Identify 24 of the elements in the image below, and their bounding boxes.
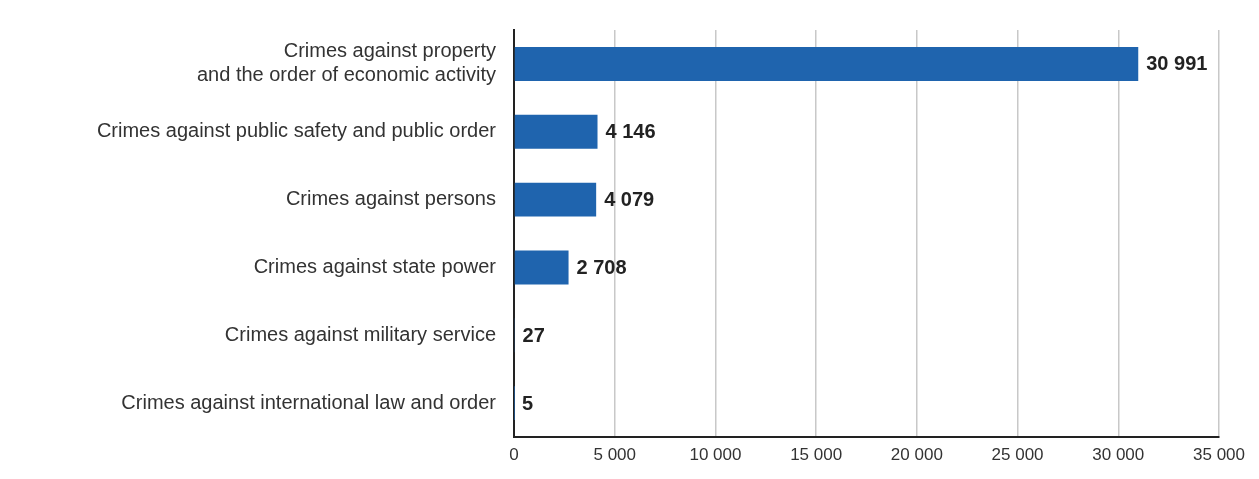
- x-tick-label: 20 000: [890, 444, 943, 464]
- bar: [514, 182, 597, 217]
- bar: [514, 114, 598, 149]
- data-label: 30 991: [1146, 52, 1208, 75]
- bar: [514, 46, 1139, 81]
- data-label: 5: [522, 391, 534, 414]
- data-label: 2 708: [576, 255, 627, 278]
- x-tick-label: 5 000: [593, 444, 636, 464]
- data-label: 4 079: [604, 188, 655, 211]
- data-label: 4 146: [605, 120, 656, 143]
- y-tick-label: Crimes against persons: [285, 187, 496, 210]
- x-tick-label: 35 000: [1193, 444, 1245, 464]
- data-label: 27: [522, 323, 545, 346]
- x-tick-label: 30 000: [1092, 444, 1145, 464]
- x-tick-label: 0: [509, 444, 519, 464]
- x-tick-label: 10 000: [689, 444, 742, 464]
- y-tick-label: Crimes against property and the order of economic activity: [196, 39, 496, 86]
- bar: [514, 250, 569, 285]
- x-tick-label: 25 000: [991, 444, 1044, 464]
- y-tick-label: Crimes against state power: [253, 254, 497, 277]
- y-tick-label: Crimes against public safety and public order: [96, 119, 497, 142]
- y-tick-label: Crimes against military service: [224, 322, 496, 345]
- y-tick-label: Crimes against international law and order: [121, 390, 497, 413]
- x-tick-label: 15 000: [790, 444, 843, 464]
